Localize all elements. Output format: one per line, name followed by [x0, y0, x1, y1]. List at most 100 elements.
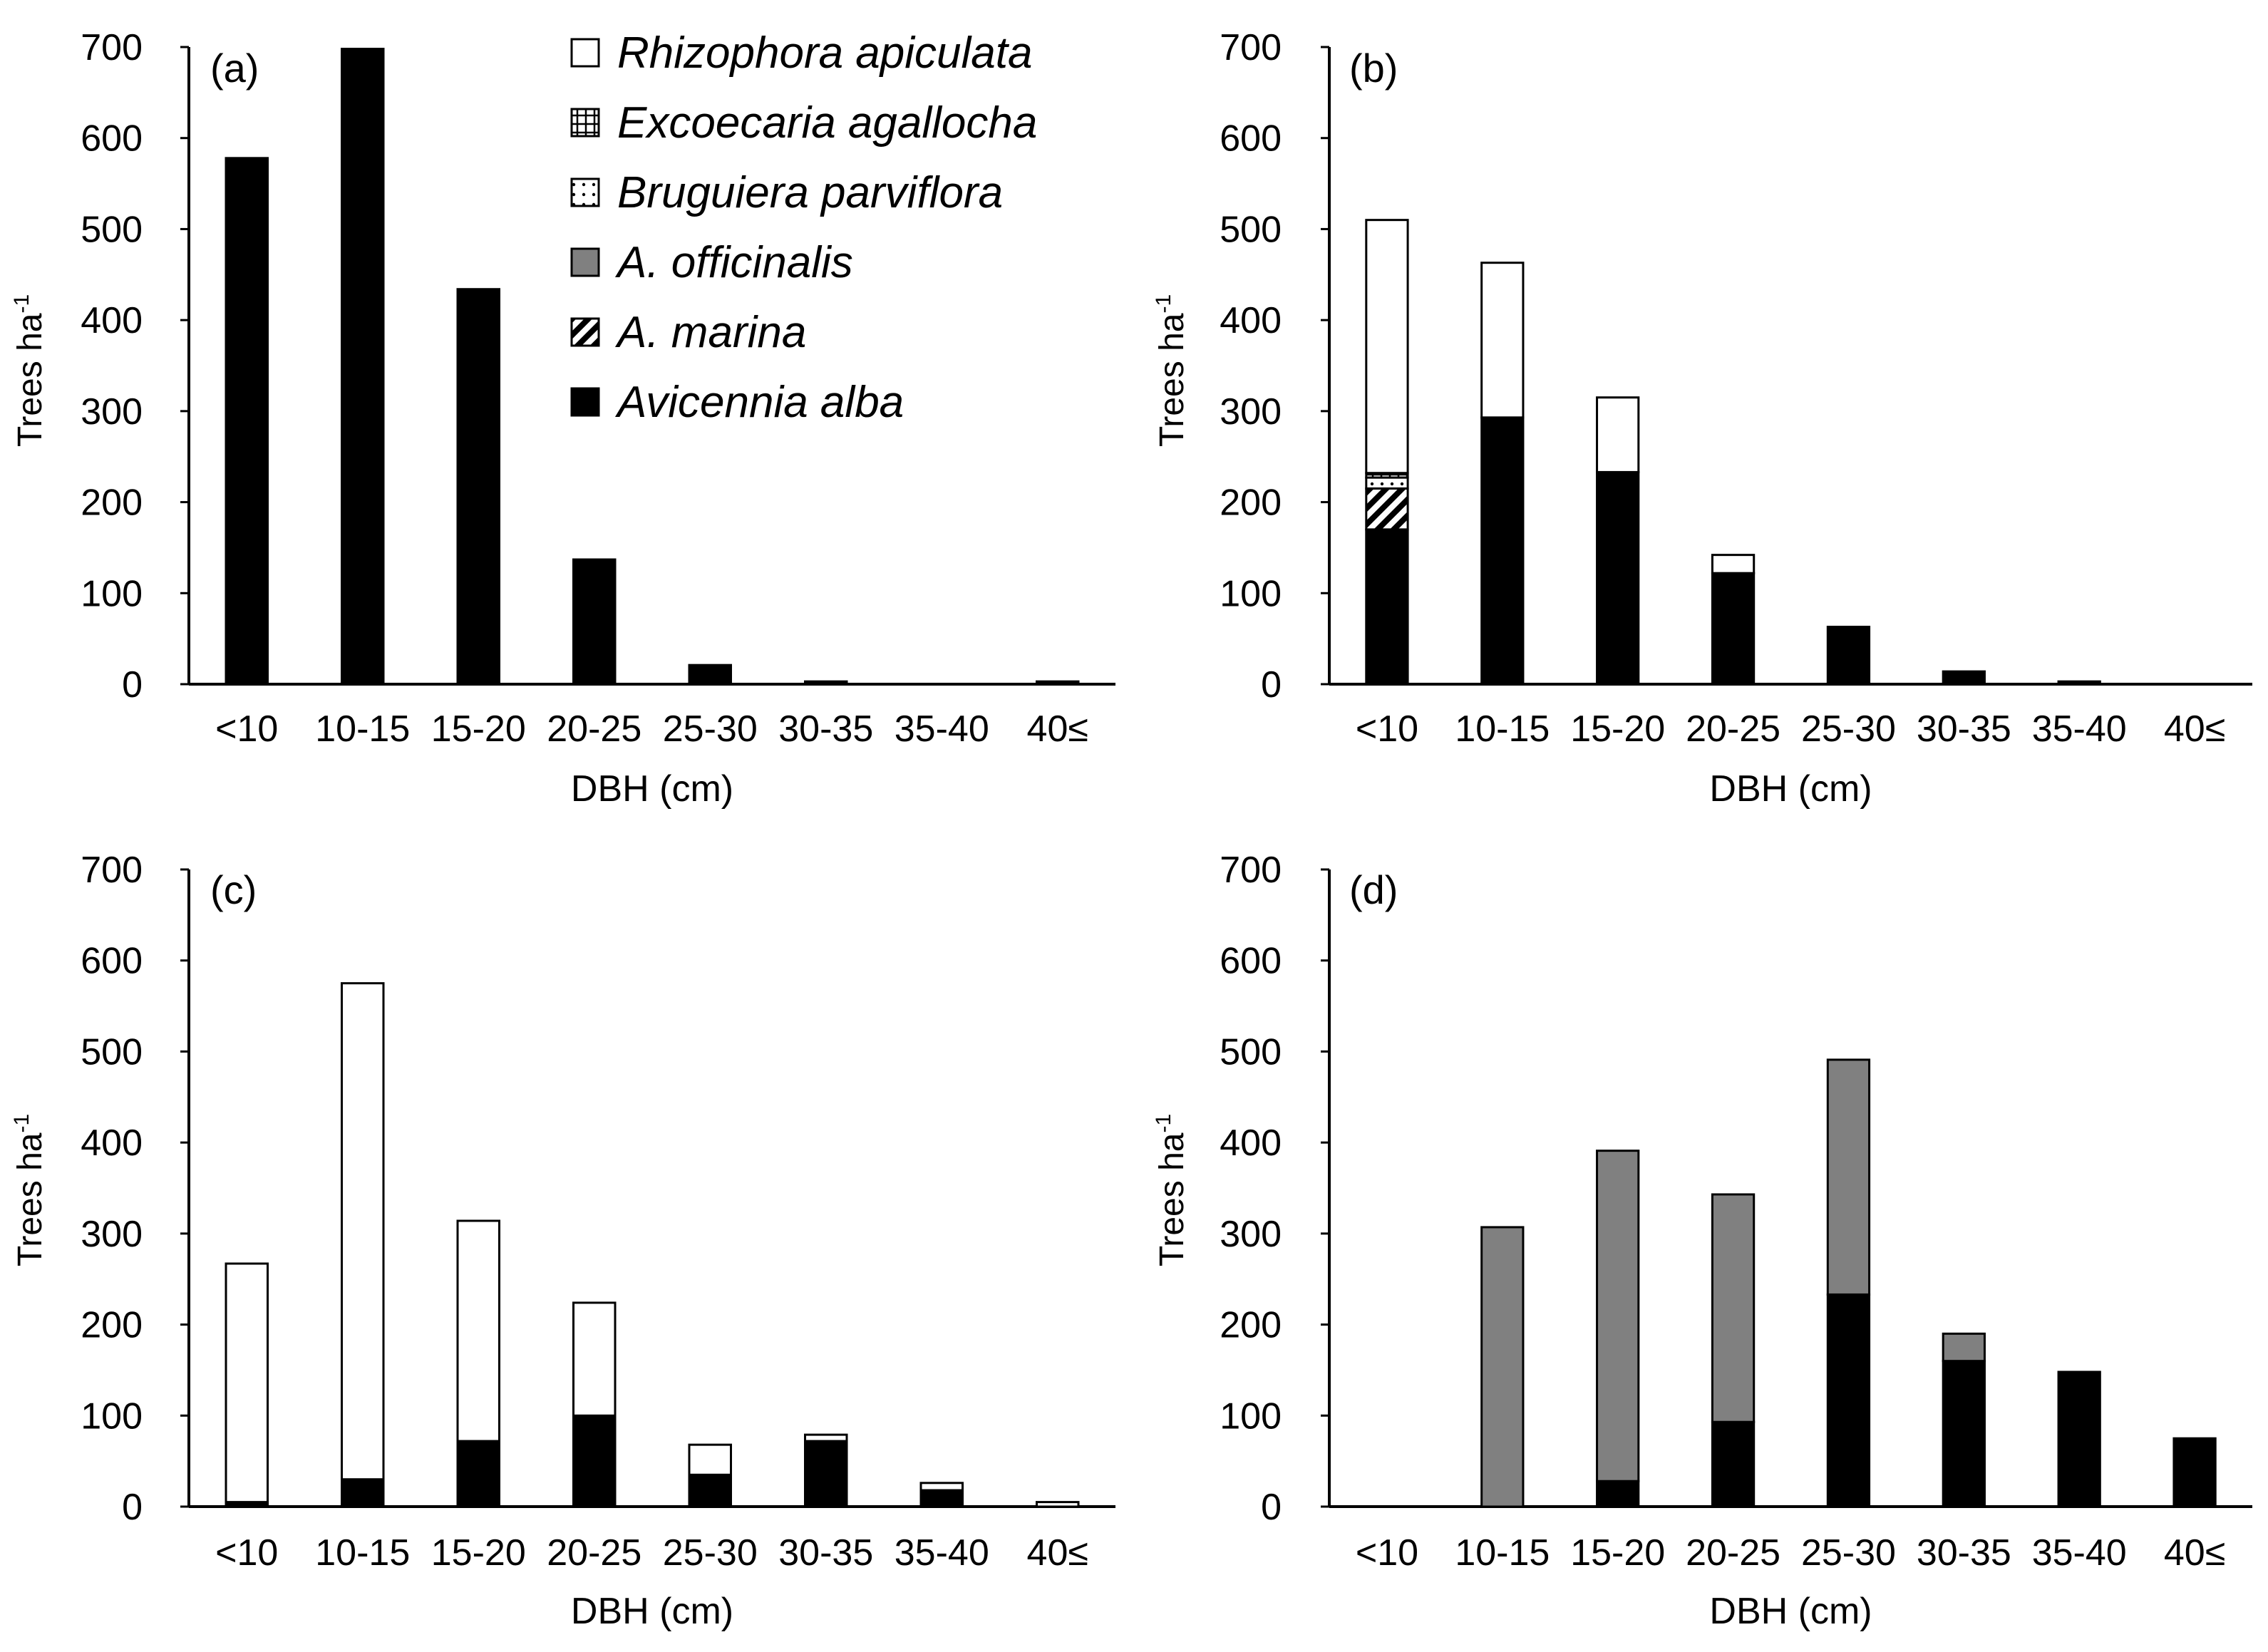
x-tick-label: 35-40: [895, 708, 989, 750]
x-tick-label: 30-35: [1917, 1532, 2011, 1574]
bar-c-25-30-avicennia-alba: [688, 1473, 732, 1508]
x-tick-label: 25-30: [663, 1532, 758, 1574]
y-tick-label: 700: [81, 850, 143, 891]
y-tick-label: 200: [1220, 482, 1282, 524]
bar-c-10-15-rhizophora-apiculata: [341, 982, 385, 1481]
y-axis-title-text: Trees ha: [1153, 313, 1191, 447]
x-tick-label: 20-25: [547, 1532, 641, 1574]
y-tick-label: 400: [1220, 1122, 1282, 1164]
legend-swatch-alba: [570, 387, 600, 417]
y-tick-label: 0: [1261, 1487, 1282, 1528]
y-tick-label: 700: [1220, 850, 1282, 891]
y-tick-label: 200: [1220, 1305, 1282, 1346]
bar-c-20-25-rhizophora-apiculata: [572, 1301, 617, 1417]
bar-b-15-20-rhizophora-apiculata: [1596, 396, 1640, 473]
x-tick-label: <10: [215, 1532, 278, 1574]
bar-a-25-30-avicennia-alba: [688, 664, 732, 686]
panel-label: (a): [210, 46, 259, 91]
panel-c: 0 100 200 300 400 500 600 700 <10 10-15 15-20 20-25…: [10, 850, 1115, 1632]
y-axis-title-text: Trees ha: [11, 313, 49, 447]
y-axis-title-superscript: -1: [1152, 294, 1175, 314]
bar-b-15-20-avicennia-alba: [1596, 470, 1640, 686]
x-tick-label: 20-25: [1686, 708, 1780, 750]
x-tick-label: 10-15: [315, 1532, 410, 1574]
bar-b-10-rhizophora-apiculata: [1365, 219, 1409, 475]
bar-d-15-20-avicennia-alba: [1596, 1480, 1640, 1508]
legend-label-rhizophora: Rhizophora apiculata: [617, 29, 1033, 78]
x-tick-label: <10: [1356, 1532, 1418, 1574]
y-tick-label: 200: [81, 482, 143, 524]
bar-b-20-25-rhizophora-apiculata: [1711, 554, 1756, 574]
y-tick-label: 300: [1220, 1214, 1282, 1255]
bar-c-35-40-avicennia-alba: [919, 1489, 964, 1508]
legend-label-bruguiera: Bruguiera parviflora: [617, 168, 1003, 217]
y-tick-label: 300: [81, 1214, 143, 1255]
bar-d-40-avicennia-alba: [2172, 1437, 2217, 1508]
y-tick-label: 700: [81, 27, 143, 68]
bar-d-25-30-a-officinalis: [1826, 1058, 1871, 1296]
x-tick-label: 15-20: [431, 708, 526, 750]
legend-swatch-excoecaria: [570, 108, 600, 138]
x-tick-label: 10-15: [1455, 1532, 1550, 1574]
y-tick-label: 400: [81, 300, 143, 341]
y-tick-label: 600: [1220, 941, 1282, 982]
y-tick-label: 500: [81, 1031, 143, 1073]
bar-c-30-35-rhizophora-apiculata: [804, 1433, 848, 1442]
x-tick-label: 15-20: [1570, 1532, 1665, 1574]
panel-a: 0 100 200 300 400 500 600 700 <10 10-15 15-20 20-25…: [10, 27, 1115, 810]
y-tick-label: 600: [1220, 118, 1282, 160]
bar-d-20-25-avicennia-alba: [1711, 1420, 1756, 1508]
x-tick-label: 25-30: [1801, 708, 1896, 750]
bar-b-30-35-avicennia-alba: [1942, 670, 1986, 686]
y-tick-label: 500: [81, 209, 143, 250]
x-tick-label: <10: [215, 708, 278, 750]
bar-b-10-15-rhizophora-apiculata: [1480, 262, 1525, 419]
bar-d-35-40-avicennia-alba: [2057, 1370, 2101, 1508]
x-tick-label: 15-20: [1570, 708, 1665, 750]
bar-b-10-bruguiera-parviflora: [1365, 476, 1409, 490]
bar-c-30-35-avicennia-alba: [804, 1440, 848, 1508]
x-axis-title: DBH (cm): [571, 1591, 733, 1632]
bar-b-20-25-avicennia-alba: [1711, 572, 1756, 686]
bar-c-35-40-rhizophora-apiculata: [919, 1482, 964, 1492]
y-tick-label: 100: [1220, 573, 1282, 614]
x-tick-label: 15-20: [431, 1532, 526, 1574]
x-tick-label: 25-30: [1801, 1532, 1896, 1574]
y-axis-title: Trees ha-1: [1152, 294, 1191, 447]
x-axis-title: DBH (cm): [1709, 1591, 1872, 1632]
legend-swatch-officinalis: [570, 247, 600, 277]
bar-b-25-30-avicennia-alba: [1826, 626, 1871, 686]
bar-c-20-25-avicennia-alba: [572, 1414, 617, 1508]
y-tick-label: 500: [1220, 209, 1282, 250]
bar-c-25-30-rhizophora-apiculata: [688, 1443, 732, 1476]
y-axis-title: Trees ha-1: [1152, 1114, 1191, 1266]
bar-a-20-25-avicennia-alba: [572, 558, 617, 686]
x-tick-label: 10-15: [315, 708, 410, 750]
legend-label-officinalis: A. officinalis: [614, 238, 853, 287]
x-tick-label: 20-25: [1686, 1532, 1780, 1574]
x-tick-label: 40≤: [2164, 1532, 2225, 1574]
bar-b-10-avicennia-alba: [1365, 528, 1409, 686]
y-axis-title-superscript: -1: [1152, 1114, 1175, 1133]
x-tick-label: 35-40: [895, 1532, 989, 1574]
y-tick-label: 200: [81, 1305, 143, 1346]
bar-c-15-20-avicennia-alba: [456, 1440, 500, 1508]
x-tick-label: 30-35: [778, 1532, 873, 1574]
panel-label: (b): [1349, 46, 1398, 91]
bar-a-10-15-avicennia-alba: [341, 48, 385, 686]
bar-c-10-15-avicennia-alba: [341, 1478, 385, 1508]
y-tick-label: 0: [1261, 664, 1282, 706]
bar-b-10-15-avicennia-alba: [1480, 416, 1525, 686]
bar-d-30-35-avicennia-alba: [1942, 1360, 1986, 1508]
y-axis-title: Trees ha-1: [10, 294, 49, 447]
bar-d-15-20-a-officinalis: [1596, 1150, 1640, 1482]
legend-swatch-bruguiera: [570, 177, 600, 207]
x-tick-label: <10: [1356, 708, 1418, 750]
y-tick-label: 100: [81, 573, 143, 614]
bar-a-10-avicennia-alba: [225, 157, 269, 686]
y-tick-label: 0: [122, 1487, 143, 1528]
y-tick-label: 600: [81, 941, 143, 982]
panel-label: (c): [210, 867, 257, 912]
x-tick-label: 10-15: [1455, 708, 1550, 750]
bar-d-30-35-a-officinalis: [1942, 1332, 1986, 1363]
